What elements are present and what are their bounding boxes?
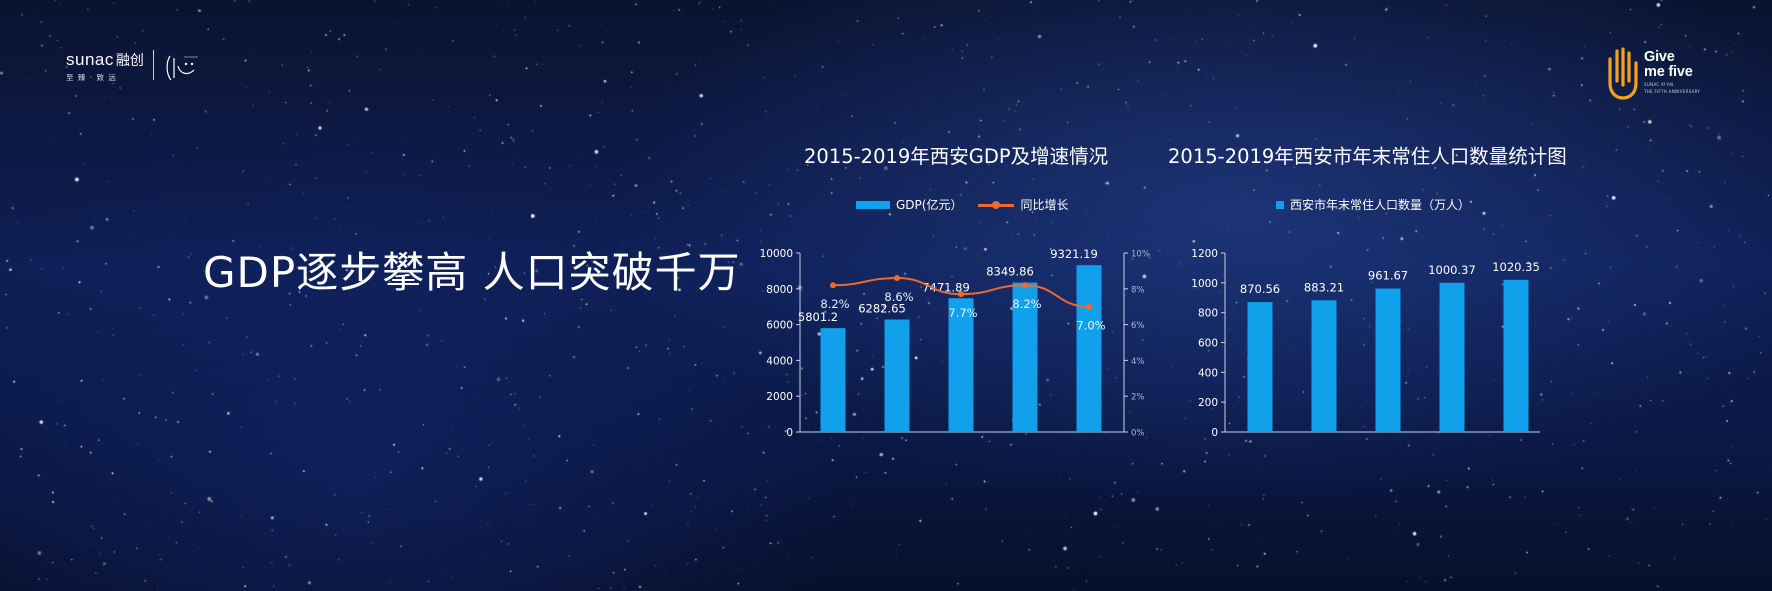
gdp-bar-value-label: 5801.2 <box>798 310 838 324</box>
growth-point <box>958 291 964 298</box>
gdp-bar <box>820 328 846 432</box>
legend-population-label: 西安市年末常住人口数量（万人） <box>1290 198 1471 212</box>
give-me-five-logo: Give me five SUNAC XI'AN THE FIFTH ANNIV… <box>1606 45 1700 101</box>
population-y-tick-label: 1000 <box>1191 278 1218 290</box>
gdp-chart-title: 2015-2019年西安GDP及增速情况 <box>804 145 1109 168</box>
gdp-bar <box>884 319 910 432</box>
gdp-bar-value-label: 8349.86 <box>986 265 1034 279</box>
growth-value-label: 8.2% <box>1012 297 1041 311</box>
growth-point <box>894 275 900 282</box>
legend-line-swatch <box>978 200 1015 210</box>
population-y-tick-label: 400 <box>1198 367 1218 379</box>
give-me-five-line2: me five <box>1644 64 1693 80</box>
gdp-bar <box>1076 265 1102 432</box>
growth-point <box>830 282 836 289</box>
sunac-chinese-name: 融创 <box>115 53 144 69</box>
give-me-five-tagline: SUNAC XI'AN <box>1644 82 1674 87</box>
gdp-y-tick-label: 0 <box>786 427 793 439</box>
gdp-y-tick-label: 6000 <box>766 320 793 332</box>
growth-value-label: 7.7% <box>948 306 977 320</box>
sunac-wordmark: sunac <box>66 50 114 69</box>
gdp-y2-tick-label: 2% <box>1131 393 1145 403</box>
gdp-y-tick-label: 4000 <box>766 355 793 367</box>
population-bar <box>1375 288 1401 432</box>
growth-value-label: 8.2% <box>820 297 849 311</box>
gdp-y2-tick-label: 6% <box>1131 321 1145 331</box>
legend-gdp-label: GDP(亿元） <box>896 198 963 212</box>
population-y-tick-label: 600 <box>1198 338 1218 350</box>
gdp-bar <box>948 298 974 432</box>
gdp-bar-value-label: 6282.65 <box>858 302 906 316</box>
gdp-y-tick-label: 2000 <box>766 391 793 403</box>
population-chart-legend: 西安市年末常住人口数量（万人） <box>1276 199 1470 211</box>
population-y-tick-label: 0 <box>1211 427 1218 439</box>
give-me-five-subtagline: THE FIFTH ANNIVERSARY <box>1644 89 1701 94</box>
gdp-bar <box>1012 282 1038 432</box>
population-bar <box>1247 302 1273 432</box>
population-y-tick-label: 200 <box>1198 397 1218 409</box>
gdp-bar-value-label: 9321.19 <box>1050 247 1098 261</box>
sunac-slogan: 至 臻 · 致 远 <box>66 73 117 82</box>
project-seal-icon <box>166 55 198 81</box>
gdp-y-tick-label: 10000 <box>760 248 793 260</box>
growth-value-label: 8.6% <box>884 290 913 304</box>
sunac-logo: sunac 融创 至 臻 · 致 远 <box>66 50 204 84</box>
legend-bar-swatch <box>856 201 890 209</box>
legend-square-swatch <box>1276 201 1284 209</box>
growth-point <box>1086 303 1092 310</box>
population-bar <box>1311 300 1337 432</box>
population-bar-value-label: 1000.37 <box>1428 263 1476 277</box>
gdp-y2-tick-label: 10% <box>1131 250 1150 260</box>
population-chart-title: 2015-2019年西安市年末常住人口数量统计图 <box>1168 145 1567 168</box>
population-bar <box>1439 282 1465 432</box>
population-bar <box>1503 279 1529 432</box>
give-me-five-line1: Give <box>1644 49 1675 65</box>
hand-five-icon <box>1608 47 1638 100</box>
population-bar-value-label: 961.67 <box>1368 269 1408 283</box>
gdp-chart-legend: GDP(亿元） 同比增长 <box>856 199 1068 211</box>
gdp-bar-value-label: 7471.89 <box>922 280 970 294</box>
population-bar-value-label: 870.56 <box>1240 282 1280 296</box>
population-bar-value-label: 883.21 <box>1304 280 1344 294</box>
gdp-y2-tick-label: 0% <box>1131 429 1145 439</box>
growth-point <box>1022 282 1028 289</box>
legend-growth-label: 同比增长 <box>1020 198 1069 212</box>
gdp-y2-tick-label: 8% <box>1131 285 1145 295</box>
page-headline: GDP逐步攀高 人口突破千万 <box>203 248 741 297</box>
gdp-y2-tick-label: 4% <box>1131 357 1145 367</box>
population-y-tick-label: 800 <box>1198 308 1218 320</box>
growth-value-label: 7.0% <box>1076 319 1105 333</box>
population-y-tick-label: 1200 <box>1191 248 1218 260</box>
gdp-y-tick-label: 8000 <box>766 284 793 296</box>
population-bar-value-label: 1020.35 <box>1492 260 1540 274</box>
logo-divider <box>152 50 154 80</box>
